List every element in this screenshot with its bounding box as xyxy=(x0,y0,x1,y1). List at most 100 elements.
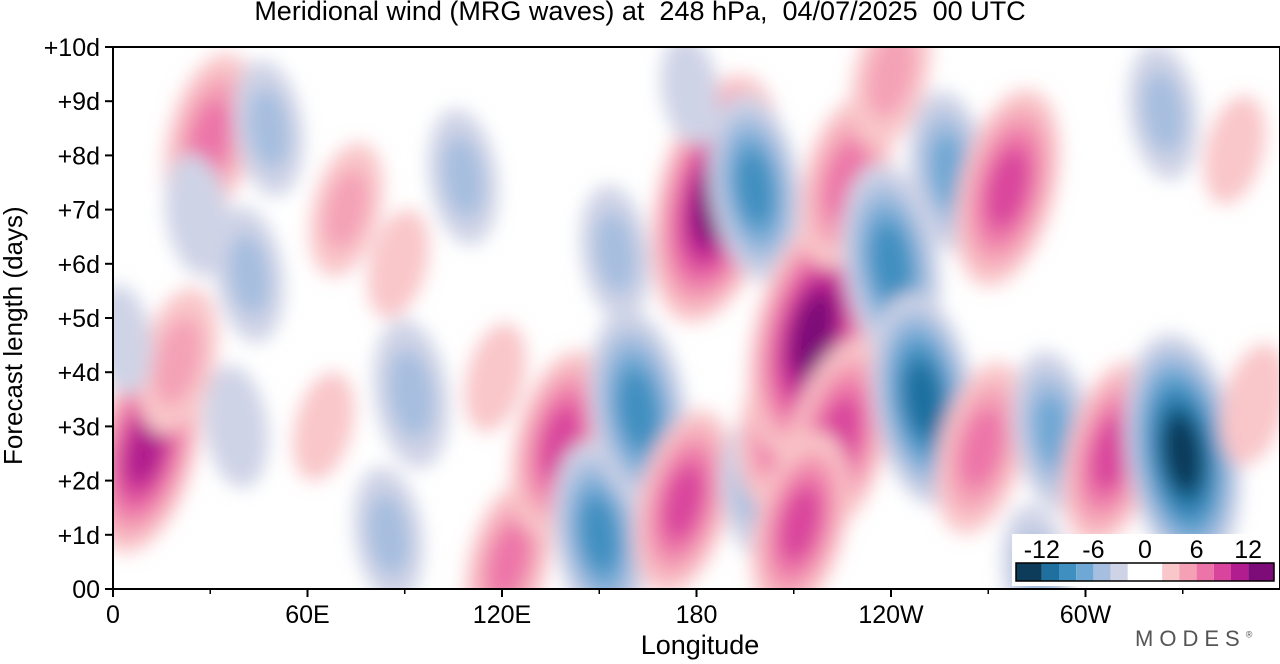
y-axis-label-wrap: Forecast length (days) xyxy=(0,206,28,495)
x-tick-label: 180 xyxy=(676,601,718,629)
y-tick-label: +5d xyxy=(58,305,100,333)
wind-contour xyxy=(113,284,152,395)
wind-contour xyxy=(871,223,911,304)
colorbar-swatch xyxy=(1196,563,1214,581)
wind-feature-14 xyxy=(464,323,527,432)
wind-feature-5 xyxy=(165,153,230,277)
y-tick-label: +3d xyxy=(58,413,100,441)
wind-feature-6 xyxy=(204,364,269,488)
colorbar-swatch xyxy=(1076,563,1094,581)
wind-contour xyxy=(1203,95,1266,205)
y-tick-label: +7d xyxy=(58,197,100,225)
colorbar-label: -6 xyxy=(1082,536,1104,564)
wind-contour xyxy=(1034,394,1073,470)
wind-contour xyxy=(1091,416,1132,491)
x-axis: 0 60E 120E 180 120W 60W xyxy=(106,589,1184,629)
x-axis-label: Longitude xyxy=(640,630,760,660)
wind-contour xyxy=(1220,344,1280,466)
wind-contour xyxy=(791,292,835,376)
wind-contour xyxy=(293,372,355,481)
wind-contour xyxy=(1142,71,1185,153)
colorbar-swatch xyxy=(1127,563,1163,581)
wind-contour xyxy=(388,349,434,439)
wind-feature-2 xyxy=(137,288,218,435)
colorbar-frame xyxy=(1015,562,1275,582)
wind-contour xyxy=(780,487,821,561)
y-tick-label: +4d xyxy=(58,359,100,387)
wind-contour xyxy=(367,494,410,576)
x-tick-label: 0 xyxy=(106,601,120,629)
chart-title: Meridional wind (MRG waves) at 248 hPa, … xyxy=(254,0,1026,26)
wind-contour xyxy=(228,233,271,316)
wind-feature-34 xyxy=(935,362,1029,535)
colorbar-label: -12 xyxy=(1024,536,1060,564)
wind-contour xyxy=(165,153,230,277)
wind-feature-33 xyxy=(955,89,1061,287)
wind-feature-22 xyxy=(708,94,802,282)
wind-feature-38 xyxy=(1128,47,1199,181)
y-tick-label: +8d xyxy=(58,142,100,170)
wind-feature-42 xyxy=(850,47,932,148)
wind-contour xyxy=(904,360,943,438)
brand-text: MODES xyxy=(1135,626,1246,651)
wind-contour xyxy=(1163,413,1203,494)
colorbar-swatch xyxy=(1041,563,1059,581)
wind-feature-31 xyxy=(870,292,976,506)
colorbar-swatch xyxy=(1059,563,1077,581)
wind-contour xyxy=(488,524,529,589)
wind-feature-27 xyxy=(786,338,892,536)
colorbar-swatch xyxy=(1016,563,1042,581)
wind-feature-18 xyxy=(580,184,651,321)
colorbar-swatch xyxy=(1248,563,1274,581)
wind-feature-20 xyxy=(634,409,733,589)
wind-contour xyxy=(618,370,658,451)
wind-feature-7 xyxy=(113,284,152,395)
colorbar-swatch xyxy=(1110,563,1128,581)
y-tick-label: +6d xyxy=(58,251,100,279)
y-tick-label: +1d xyxy=(58,522,100,550)
wind-contour xyxy=(247,87,290,170)
y-axis-label: Forecast length (days) xyxy=(0,206,28,465)
wind-contour xyxy=(594,212,637,294)
wind-feature-11 xyxy=(373,319,450,469)
wind-contour xyxy=(660,47,720,146)
wind-feature-13 xyxy=(428,109,499,246)
wind-field xyxy=(113,47,1280,589)
wind-feature-28 xyxy=(750,431,850,589)
colorbar-swatch xyxy=(1179,563,1197,581)
wind-contour xyxy=(580,497,618,573)
y-tick-label: +9d xyxy=(58,88,100,116)
wind-contour xyxy=(736,150,774,226)
brand-mark: ® xyxy=(1245,629,1253,640)
colorbar-swatch xyxy=(1162,563,1180,581)
y-tick-label: +2d xyxy=(58,468,100,496)
x-tick-label: 120E xyxy=(473,601,531,629)
y-tick-label: 00 xyxy=(72,576,100,604)
wind-feature-40 xyxy=(1203,95,1266,205)
wind-feature-8 xyxy=(293,372,355,481)
y-axis: 00 +1d +2d +3d +4d +5d +6d +7d +8d +9d +10d xyxy=(44,34,113,604)
colorbar-label: 6 xyxy=(1190,536,1204,564)
x-tick-label: 60W xyxy=(1060,601,1112,629)
colorbar-swatch xyxy=(1213,563,1231,581)
wind-contour xyxy=(442,136,485,218)
wind-contour xyxy=(866,47,916,119)
wind-contour xyxy=(367,209,429,319)
wind-contour xyxy=(663,465,704,540)
wind-feature-4 xyxy=(214,206,285,343)
wind-feature-37 xyxy=(1124,333,1242,574)
colorbar: -12 -6 0 6 12 xyxy=(1012,534,1278,586)
wind-contour xyxy=(324,169,369,250)
colorbar-label: 12 xyxy=(1234,536,1262,564)
wind-feature-24 xyxy=(660,47,720,146)
wind-feature-9 xyxy=(309,142,384,277)
wind-contour xyxy=(204,364,269,488)
wind-feature-3 xyxy=(233,60,304,197)
y-tick-label: +10d xyxy=(44,34,100,62)
wind-contour xyxy=(153,317,202,406)
wind-feature-10 xyxy=(367,209,429,319)
colorbar-label: 0 xyxy=(1138,536,1152,564)
colorbar-swatch xyxy=(1231,563,1249,581)
wind-contour xyxy=(986,148,1029,228)
